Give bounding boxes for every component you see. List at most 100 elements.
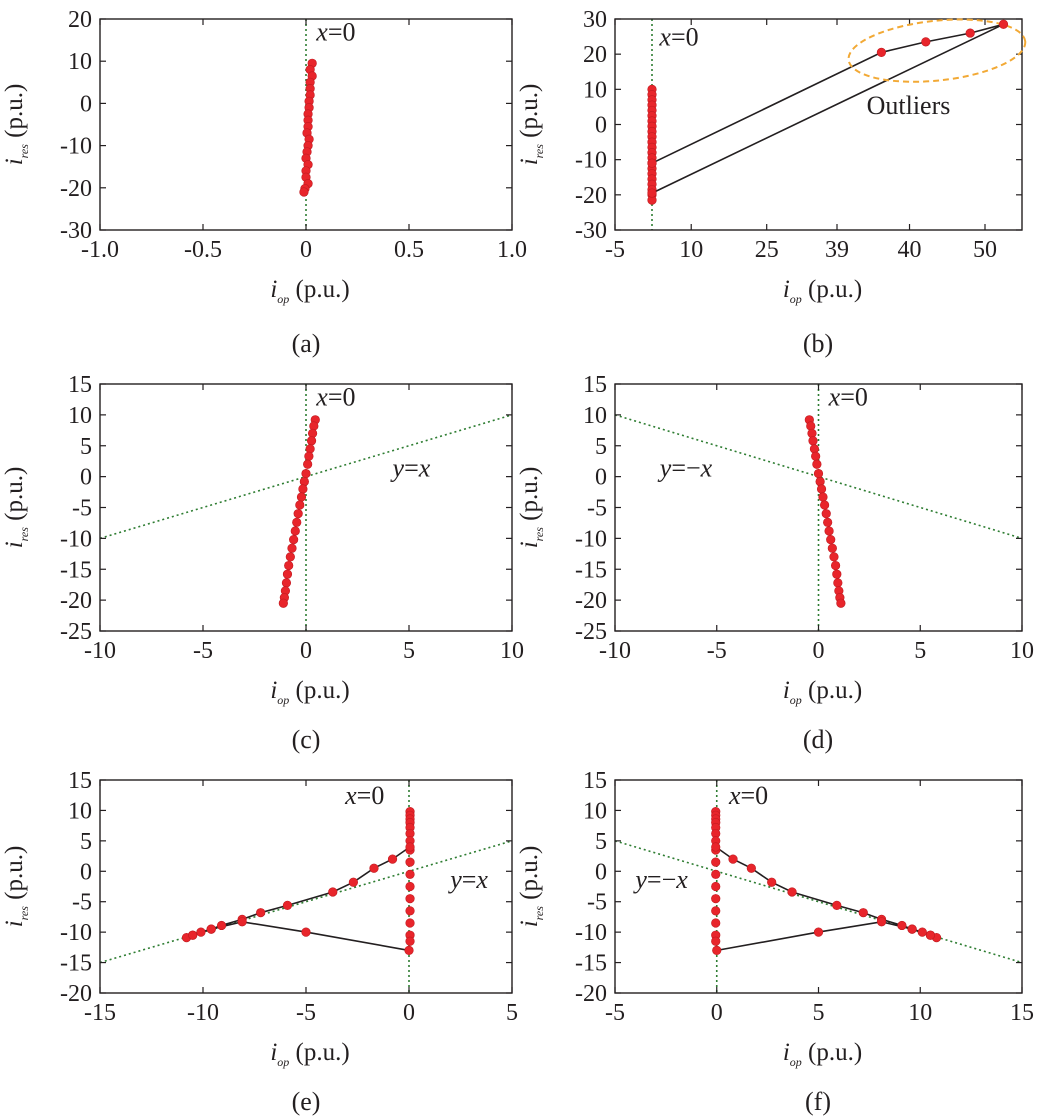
data-point bbox=[821, 509, 831, 519]
data-point bbox=[287, 543, 297, 553]
panel-caption: (d) bbox=[803, 725, 833, 754]
data-point bbox=[925, 930, 936, 940]
data-point bbox=[907, 924, 917, 934]
x-tick-label: -15 bbox=[84, 1000, 116, 1026]
annotation-label: x=0 bbox=[315, 18, 355, 47]
data-point bbox=[818, 492, 828, 502]
data-point bbox=[823, 517, 833, 527]
x-tick-label: -5 bbox=[605, 237, 625, 263]
data-point bbox=[405, 894, 415, 904]
y-tick-label: -30 bbox=[60, 218, 92, 244]
x-tick-label: 5 bbox=[914, 638, 926, 664]
x-tick-label: -5 bbox=[296, 1000, 316, 1026]
data-point bbox=[301, 468, 311, 479]
data-point bbox=[295, 500, 305, 510]
data-point bbox=[405, 936, 415, 946]
y-tick-label: -5 bbox=[587, 496, 607, 522]
y-tick-label: 10 bbox=[583, 798, 607, 824]
data-point bbox=[282, 900, 293, 910]
data-point bbox=[281, 578, 292, 588]
y-tick-label: -10 bbox=[575, 148, 607, 174]
x-tick-label: -10 bbox=[84, 638, 116, 664]
y-tick-label: 15 bbox=[68, 372, 92, 398]
x-axis-label: iop (p.u.) bbox=[270, 276, 349, 306]
x-tick-label: 10 bbox=[908, 1000, 932, 1026]
y-tick-label: 5 bbox=[595, 434, 607, 460]
x-tick-label: 1.0 bbox=[497, 237, 527, 263]
data-point bbox=[711, 869, 721, 879]
x-tick-label: -1.0 bbox=[81, 237, 119, 263]
data-point bbox=[812, 459, 822, 469]
y-tick-label: 5 bbox=[80, 829, 92, 855]
data-point bbox=[405, 918, 415, 928]
x-tick-label: 0 bbox=[300, 237, 312, 263]
data-point bbox=[813, 468, 824, 479]
annotation-label: Outliers bbox=[867, 91, 951, 120]
outlier-ellipse bbox=[847, 18, 1027, 83]
data-point bbox=[216, 920, 227, 931]
y-tick-label: -15 bbox=[60, 951, 92, 977]
data-point bbox=[285, 552, 295, 562]
y-tick-label: 0 bbox=[80, 859, 92, 885]
x-tick-label: 25 bbox=[755, 237, 779, 263]
x-tick-label: 0 bbox=[813, 638, 825, 664]
x-tick-label: 10 bbox=[679, 237, 703, 263]
axes-frame bbox=[99, 383, 513, 632]
data-point bbox=[998, 19, 1009, 29]
y-tick-label: -15 bbox=[60, 557, 92, 583]
y-axis-label: ires (p.u.) bbox=[516, 846, 546, 928]
plot-area bbox=[615, 384, 1022, 631]
x-tick-label: 0 bbox=[711, 1000, 723, 1026]
annotation-label: y=x bbox=[447, 865, 488, 894]
data-point bbox=[290, 526, 300, 536]
data-point bbox=[304, 451, 314, 461]
data-point bbox=[876, 917, 887, 927]
data-point bbox=[404, 945, 414, 956]
data-point bbox=[284, 560, 294, 571]
x-tick-label: 5 bbox=[403, 638, 415, 664]
y-tick-label: 10 bbox=[68, 798, 92, 824]
data-point bbox=[405, 906, 415, 916]
y-tick-label: -10 bbox=[60, 134, 92, 160]
x-axis-label: iop (p.u.) bbox=[783, 1039, 862, 1069]
y-tick-label: -20 bbox=[60, 176, 92, 202]
y-tick-label: 20 bbox=[68, 7, 92, 33]
ref-line-diagonal bbox=[615, 840, 1022, 964]
data-point bbox=[711, 857, 721, 867]
data-point bbox=[405, 842, 415, 852]
y-tick-label: 10 bbox=[68, 403, 92, 429]
y-tick-label: 15 bbox=[583, 372, 607, 398]
data-point bbox=[293, 509, 303, 519]
x-tick-label: -5 bbox=[605, 1000, 625, 1026]
ref-line-diagonal bbox=[615, 414, 1022, 540]
trajectory-line bbox=[651, 23, 1004, 194]
data-point bbox=[827, 543, 837, 553]
x-tick-label: 15 bbox=[1010, 1000, 1034, 1026]
data-point bbox=[830, 560, 841, 571]
data-point bbox=[405, 881, 415, 892]
data-point bbox=[299, 187, 309, 197]
data-point bbox=[306, 436, 317, 446]
x-tick-label: 0 bbox=[300, 638, 312, 664]
annotation-label: x=0 bbox=[828, 382, 868, 411]
data-point bbox=[728, 854, 738, 864]
data-point bbox=[876, 47, 887, 58]
data-point bbox=[813, 927, 824, 937]
data-point bbox=[820, 500, 830, 510]
x-tick-label: -5 bbox=[193, 638, 213, 664]
plot-area bbox=[100, 384, 512, 631]
data-point bbox=[833, 578, 843, 588]
data-point bbox=[387, 854, 398, 864]
y-tick-label: 0 bbox=[595, 465, 607, 491]
y-tick-label: 0 bbox=[595, 113, 607, 139]
data-point bbox=[711, 936, 721, 946]
x-tick-label: 50 bbox=[973, 237, 997, 263]
x-tick-label: -5 bbox=[707, 638, 727, 664]
y-tick-label: -25 bbox=[575, 619, 607, 645]
data-point bbox=[303, 459, 313, 469]
data-point bbox=[965, 28, 975, 38]
data-point bbox=[296, 492, 307, 502]
data-point bbox=[299, 476, 309, 487]
y-tick-label: 10 bbox=[583, 77, 607, 103]
